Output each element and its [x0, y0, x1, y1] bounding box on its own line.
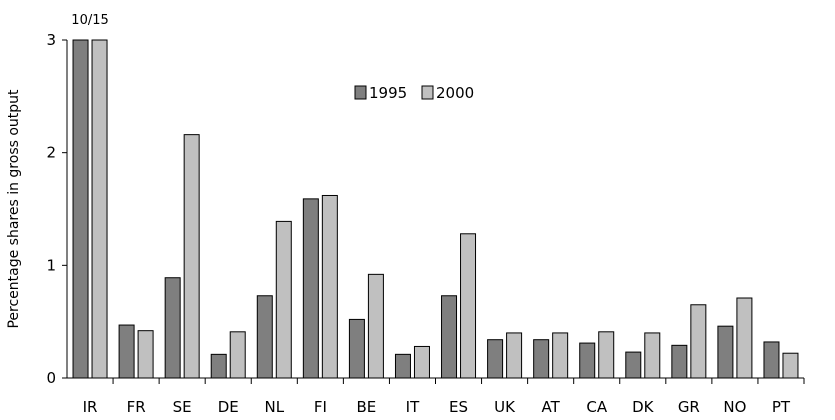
bar-se-2000	[183, 134, 200, 379]
bar-pt-1995	[763, 341, 780, 379]
x-tick-label-at: AT	[542, 398, 561, 416]
y-axis-label: Percentage shares in gross output	[6, 89, 22, 329]
bar-ca-1995	[579, 342, 596, 379]
y-tick-label-0: 0	[46, 369, 56, 387]
bar-fr-2000	[137, 330, 154, 379]
bar-ir-2000	[91, 39, 108, 379]
labels-group: IR FR SE DE NL FI BE IT ES UK AT CA DK GR NO PT 0 1 2 3 10/1…	[46, 13, 790, 416]
bar-fi-1995	[302, 198, 319, 379]
bar-ir-1995	[72, 39, 89, 379]
bar-nl-2000	[275, 220, 292, 379]
bar-de-2000	[229, 331, 246, 379]
y-tick-label-2: 2	[46, 144, 56, 162]
x-tick-label-ca: CA	[586, 398, 607, 416]
x-tick-label-dk: DK	[632, 398, 655, 416]
x-tick-label-fi: FI	[314, 398, 327, 416]
legend-swatch-1995	[354, 85, 367, 100]
bar-no-1995	[717, 325, 734, 379]
bar-pt-2000	[782, 352, 799, 379]
legend-label-2000: 2000	[436, 84, 474, 102]
bar-it-2000	[413, 345, 430, 379]
legend-swatch-2000	[421, 85, 434, 100]
bar-fi-2000	[321, 194, 338, 379]
x-tick-label-se: SE	[173, 398, 192, 416]
legend: 1995 2000	[354, 84, 474, 102]
y-tick-label-1: 1	[46, 256, 56, 274]
x-tick-label-de: DE	[218, 398, 239, 416]
bar-gr-2000	[690, 304, 707, 379]
bar-be-1995	[348, 318, 365, 379]
x-tick-label-es: ES	[449, 398, 468, 416]
x-tick-label-pt: PT	[772, 398, 791, 416]
x-tick-label-be: BE	[357, 398, 377, 416]
y-tick-label-3: 3	[46, 31, 56, 49]
x-tick-label-no: NO	[723, 398, 746, 416]
bar-at-1995	[533, 339, 550, 379]
bar-dk-1995	[625, 351, 642, 379]
bar-it-1995	[394, 353, 411, 379]
bar-ca-2000	[598, 331, 615, 379]
bar-dk-2000	[644, 332, 661, 379]
bar-de-1995	[210, 353, 227, 379]
x-tick-label-it: IT	[406, 398, 420, 416]
annotation-ir: 10/15	[71, 13, 108, 28]
bar-uk-2000	[506, 332, 523, 379]
x-tick-label-fr: FR	[127, 398, 146, 416]
bar-gr-1995	[671, 344, 688, 379]
x-tick-label-ir: IR	[83, 398, 98, 416]
bars-group	[72, 39, 799, 379]
bar-be-2000	[367, 273, 384, 379]
bar-no-2000	[736, 297, 753, 379]
legend-label-1995: 1995	[369, 84, 407, 102]
bar-es-2000	[460, 233, 477, 379]
bar-nl-1995	[256, 295, 273, 379]
axes-group	[62, 39, 805, 384]
bar-se-1995	[164, 277, 181, 379]
bar-fr-1995	[118, 324, 135, 379]
x-tick-label-uk: UK	[494, 398, 516, 416]
x-tick-label-nl: NL	[264, 398, 284, 416]
bar-es-1995	[441, 295, 458, 379]
x-tick-label-gr: GR	[678, 398, 700, 416]
bar-uk-1995	[487, 339, 504, 379]
bar-at-2000	[552, 332, 569, 379]
